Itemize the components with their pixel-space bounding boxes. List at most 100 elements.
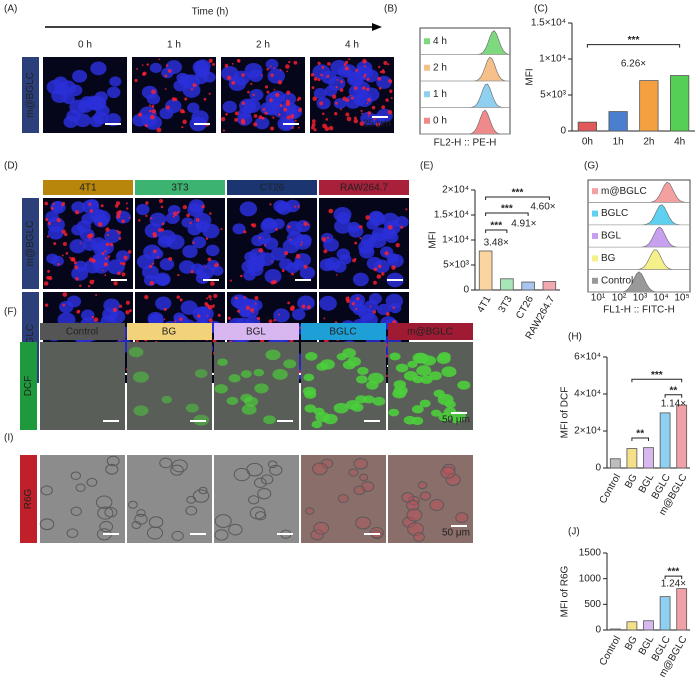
signal (249, 307, 255, 313)
legend-swatch (592, 188, 598, 195)
signal (353, 118, 359, 124)
panel-label: (D) (4, 161, 18, 172)
signal (355, 68, 359, 72)
signal (323, 249, 328, 254)
signal (61, 254, 64, 257)
signal (118, 237, 122, 240)
signal (207, 304, 213, 310)
row-label-box (20, 455, 37, 543)
signal (247, 90, 250, 94)
signal (243, 296, 247, 299)
cell (226, 396, 239, 405)
signal (125, 310, 130, 315)
nucleus (154, 272, 171, 286)
signal (339, 88, 344, 92)
signal (373, 267, 378, 272)
signal (277, 80, 283, 85)
cell (310, 529, 325, 541)
bar (676, 404, 688, 469)
column-header (301, 323, 386, 340)
row-label: m@BGLC (25, 72, 36, 118)
legend-swatch (424, 64, 430, 71)
signal (128, 309, 132, 313)
signal (279, 69, 282, 72)
cell (248, 495, 260, 505)
signal (287, 225, 291, 229)
nucleus (45, 210, 59, 223)
signal (301, 241, 304, 244)
signal (144, 124, 148, 128)
nucleus (80, 309, 95, 321)
cell (393, 380, 407, 389)
panel-label: (H) (568, 332, 582, 343)
signal (299, 243, 303, 246)
micrograph (214, 455, 299, 543)
cell (355, 516, 372, 530)
nucleus (236, 112, 253, 126)
signal (125, 202, 128, 205)
cell (185, 505, 198, 516)
signal (104, 257, 108, 260)
column-label: 3T3 (171, 183, 189, 194)
cell (40, 485, 53, 496)
signal (295, 253, 301, 259)
cell (159, 457, 173, 469)
signal (47, 221, 52, 225)
signal (301, 304, 306, 309)
cell (194, 369, 208, 378)
cell (417, 481, 428, 490)
signal (231, 80, 236, 85)
signal (123, 255, 128, 260)
signal (291, 272, 294, 276)
nucleus (109, 76, 122, 87)
cell (146, 526, 164, 540)
signal (264, 85, 269, 89)
signal (158, 198, 164, 204)
cell (246, 462, 264, 477)
cell (303, 373, 315, 382)
cell (170, 464, 184, 476)
signal (101, 269, 104, 272)
significance: *** (512, 188, 524, 199)
signal (297, 205, 300, 208)
signal (105, 227, 110, 232)
nucleus (285, 262, 299, 274)
signal (279, 104, 283, 108)
x-tick-label: 10⁴ (653, 293, 668, 304)
cell (322, 413, 338, 425)
signal (378, 86, 382, 90)
signal (285, 101, 291, 107)
legend-swatch (592, 210, 598, 217)
signal (306, 305, 311, 310)
nucleus (155, 296, 172, 311)
nucleus (165, 99, 182, 114)
signal (47, 269, 51, 273)
signal (299, 326, 302, 329)
signal (104, 274, 107, 277)
x-tick-label: 1h (613, 137, 624, 148)
signal (217, 313, 221, 317)
bar (521, 281, 535, 291)
cell (455, 512, 469, 523)
signal (381, 70, 386, 74)
signal (264, 111, 268, 115)
cell (75, 483, 86, 492)
signal (75, 277, 79, 281)
signal (273, 88, 276, 91)
signal (121, 272, 126, 277)
signal (275, 228, 278, 231)
signal (312, 96, 317, 101)
cell (311, 420, 323, 429)
signal (378, 65, 381, 69)
signal (345, 98, 350, 102)
nucleus (211, 265, 224, 276)
signal (367, 111, 372, 115)
nucleus (273, 308, 290, 323)
signal (303, 264, 308, 269)
signal (252, 311, 254, 314)
column-header (127, 323, 212, 340)
nucleus (385, 231, 399, 243)
signal (93, 317, 99, 322)
cell (272, 369, 288, 380)
signal (141, 64, 144, 66)
